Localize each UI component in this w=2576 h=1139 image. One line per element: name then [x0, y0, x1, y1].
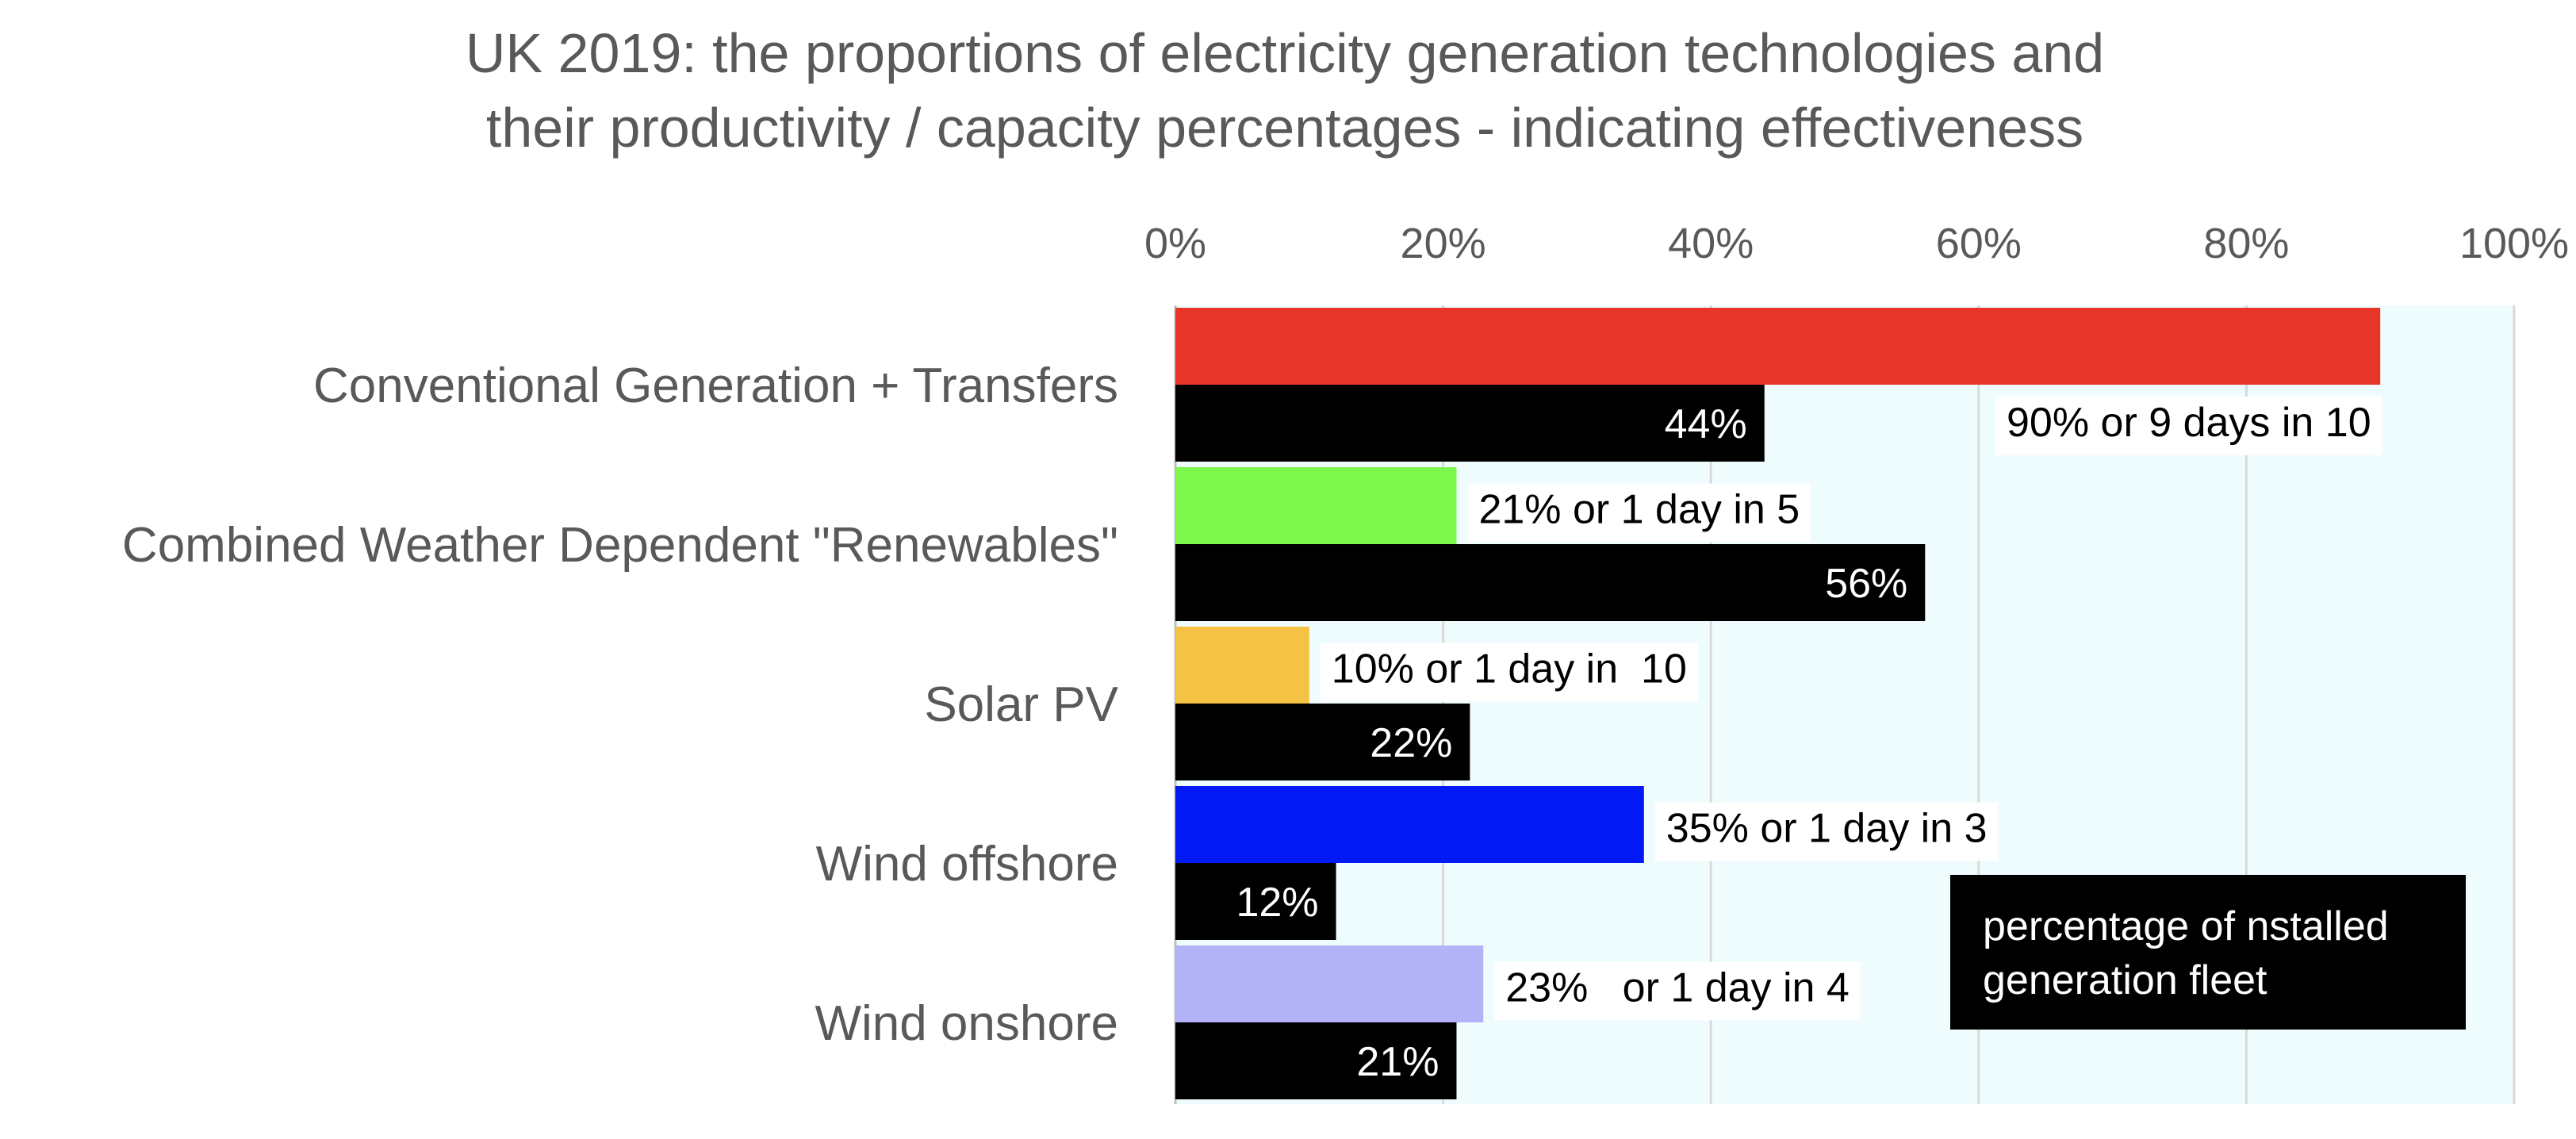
bar-productivity: [1175, 308, 2381, 385]
title-line-2: their productivity / capacity percentage…: [485, 97, 2084, 159]
data-label-productivity: 90% or 9 days in 10: [2007, 400, 2371, 446]
data-label-productivity: 21% or 1 day in 5: [1478, 487, 1800, 533]
bar-fleet-share: [1175, 385, 1765, 462]
data-label-fleet: 56%: [1825, 561, 1907, 607]
data-label-productivity: 35% or 1 day in 3: [1666, 806, 1988, 852]
legend-box: [1950, 875, 2466, 1030]
bar-fleet-share: [1175, 704, 1470, 780]
bar-productivity: [1175, 786, 1644, 863]
data-label-productivity: 10% or 1 day in 10: [1332, 646, 1687, 692]
data-label-fleet: 21%: [1356, 1039, 1439, 1085]
data-label-productivity: 23% or 1 day in 4: [1505, 965, 1850, 1011]
bar-productivity: [1175, 627, 1309, 704]
category-label: Wind offshore: [816, 837, 1118, 892]
bar-fleet-share: [1175, 863, 1336, 940]
data-label-background: [1654, 802, 1999, 861]
legend-text: generation fleet: [1983, 957, 2267, 1003]
x-tick-label: 20%: [1401, 220, 1486, 267]
bar-productivity: [1175, 467, 1457, 544]
bar-fleet-share: [1175, 1022, 1457, 1099]
title-line-1: UK 2019: the proportions of electricity …: [465, 22, 2105, 84]
data-label-fleet: 12%: [1236, 880, 1318, 926]
data-label-fleet: 22%: [1370, 720, 1452, 766]
data-label-background: [1494, 961, 1861, 1021]
x-tick-label: 80%: [2203, 220, 2289, 267]
x-tick-label: 40%: [1668, 220, 1754, 267]
legend-text: percentage of nstalled: [1983, 903, 2389, 949]
data-label-fleet: 44%: [1665, 401, 1747, 447]
data-label-background: [1995, 397, 2382, 455]
data-label-background: [1467, 483, 1811, 543]
bar-fleet-share: [1175, 544, 1926, 621]
bar-productivity: [1175, 945, 1484, 1022]
chart-title: UK 2019: the proportions of electricity …: [0, 16, 2576, 165]
data-label-background: [1320, 642, 1698, 702]
x-tick-label: 0%: [1144, 220, 1206, 267]
category-label: Combined Weather Dependent "Renewables": [122, 518, 1118, 573]
x-tick-label: 100%: [2459, 220, 2569, 267]
category-label: Wind onshore: [815, 996, 1118, 1051]
x-tick-label: 60%: [1936, 220, 2022, 267]
category-label: Solar PV: [924, 677, 1118, 732]
category-label: Conventional Generation + Transfers: [313, 359, 1118, 413]
